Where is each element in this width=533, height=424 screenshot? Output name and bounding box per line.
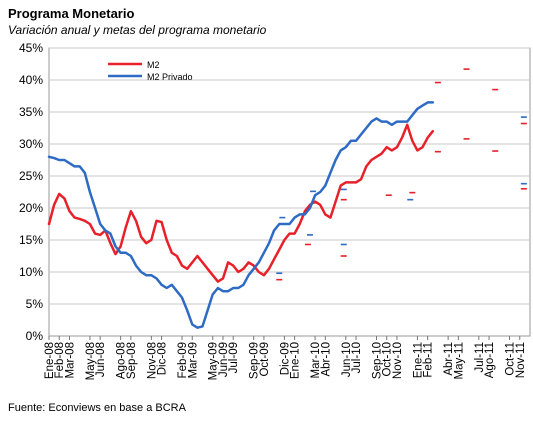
x-tick-label: Ene-10 xyxy=(290,342,302,379)
y-tick-label: 15% xyxy=(19,233,43,247)
legend-label: M2 Privado xyxy=(147,72,193,82)
x-tick-label: Ene-08 xyxy=(44,342,56,379)
x-tick-label: Oct-10 xyxy=(382,342,394,377)
y-tick-label: 5% xyxy=(26,297,44,311)
series-line-m2 xyxy=(47,123,435,283)
legend-label: M2 xyxy=(147,60,160,70)
x-tick-label: Mar-10 xyxy=(310,342,322,378)
x-tick-label: Jul-10 xyxy=(351,342,363,373)
x-tick-label: Oct-09 xyxy=(259,342,271,377)
series-lines xyxy=(47,101,435,329)
x-tick-label: Ago-11 xyxy=(484,342,496,378)
x-tick-label: Feb-11 xyxy=(423,342,435,378)
x-tick-label: Sep-10 xyxy=(371,342,383,379)
x-tick-label: Sep-08 xyxy=(126,342,138,379)
y-tick-label: 10% xyxy=(19,265,43,279)
legend: M2 M2 Privado xyxy=(108,60,193,82)
x-tick-label: Jun-08 xyxy=(95,342,107,377)
x-tick-label: Dic-09 xyxy=(279,342,291,375)
y-tick-label: 40% xyxy=(19,73,43,87)
x-tick-label: Jul-11 xyxy=(474,342,486,372)
source-note: Fuente: Econviews en base a BCRA xyxy=(8,402,186,414)
x-tick-label: May-08 xyxy=(85,342,97,380)
chart-title: Programa Monetario xyxy=(8,6,135,21)
series-line-m2-privado xyxy=(47,101,435,329)
y-tick-label: 20% xyxy=(19,201,43,215)
target-markers xyxy=(276,68,527,281)
y-tick-label: 30% xyxy=(19,137,43,151)
x-tick-label: Abr-11 xyxy=(443,342,455,376)
x-tick-label: May-11 xyxy=(453,342,465,380)
y-axis-ticks: 0% 5% 10% 15% 20% 25% 30% 35% 40% 45% xyxy=(19,41,43,343)
x-tick-label: Nov-11 xyxy=(515,342,527,378)
x-tick-label: Jun-10 xyxy=(341,342,353,377)
x-tick-label: Nov-08 xyxy=(146,342,158,379)
chart-subtitle: Variación anual y metas del programa mon… xyxy=(8,23,267,37)
x-tick-label: Abr-10 xyxy=(320,342,332,377)
x-tick-label: Ene-11 xyxy=(412,342,424,378)
y-tick-label: 45% xyxy=(19,41,43,55)
x-tick-label: Oct-11 xyxy=(505,342,517,376)
y-tick-label: 25% xyxy=(19,169,43,183)
x-tick-label: Dic-08 xyxy=(157,342,169,375)
x-tick-label: Sep-09 xyxy=(249,342,261,379)
gridlines xyxy=(48,47,531,337)
y-tick-label: 35% xyxy=(19,105,43,119)
x-tick-label: Feb-08 xyxy=(54,342,66,378)
x-tick-label: Jul-09 xyxy=(228,342,240,373)
x-tick-label: Mar-08 xyxy=(64,342,76,378)
x-tick-label: Jun-09 xyxy=(218,342,230,377)
x-tick-label: May-09 xyxy=(208,342,220,380)
x-tick-label: Ago-08 xyxy=(116,342,128,379)
plot-frame xyxy=(48,47,531,337)
x-tick-label: Nov-10 xyxy=(392,342,404,379)
x-tick-label: Mar-09 xyxy=(187,342,199,378)
x-tick-label: Feb-09 xyxy=(177,342,189,378)
y-tick-label: 0% xyxy=(26,329,44,343)
